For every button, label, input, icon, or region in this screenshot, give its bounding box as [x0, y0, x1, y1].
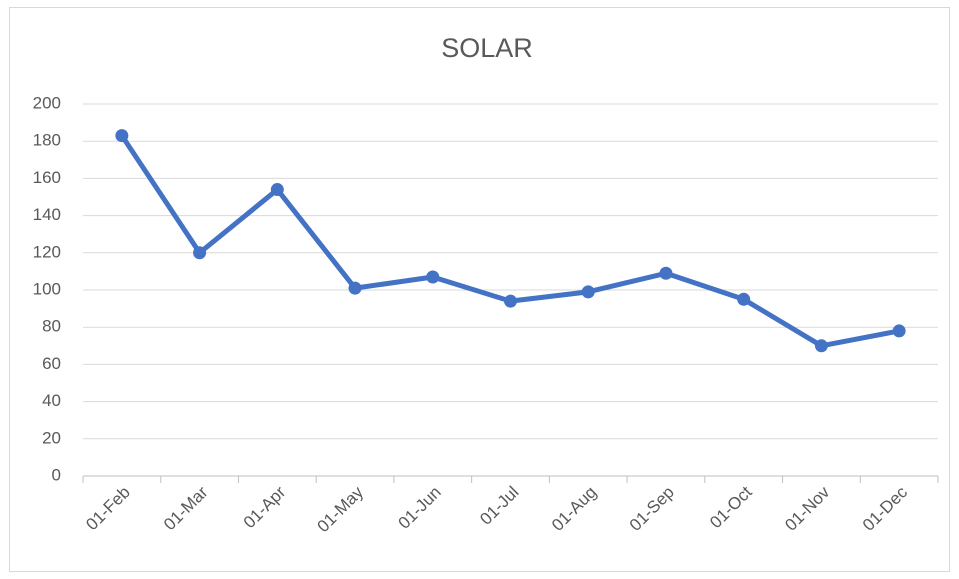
marker: [115, 129, 129, 143]
y-tick-label: 200: [33, 93, 61, 112]
chart-title: SOLAR: [441, 33, 533, 63]
y-tick-label: 80: [42, 317, 61, 336]
marker: [348, 281, 362, 295]
y-tick-label: 140: [33, 205, 61, 224]
y-tick-label: 20: [42, 428, 61, 447]
y-tick-label: 0: [52, 465, 61, 484]
marker: [581, 285, 595, 299]
marker: [426, 270, 440, 284]
y-tick-label: 120: [33, 242, 61, 261]
y-tick-label: 160: [33, 168, 61, 187]
y-tick-label: 180: [33, 131, 61, 150]
marker: [737, 292, 751, 306]
y-tick-label: 40: [42, 391, 61, 410]
marker: [659, 266, 673, 280]
marker: [193, 246, 207, 260]
marker: [814, 339, 828, 353]
marker: [504, 294, 517, 308]
marker: [892, 324, 906, 338]
marker: [270, 183, 284, 197]
y-tick-label: 60: [42, 354, 61, 373]
y-tick-label: 100: [33, 279, 61, 298]
